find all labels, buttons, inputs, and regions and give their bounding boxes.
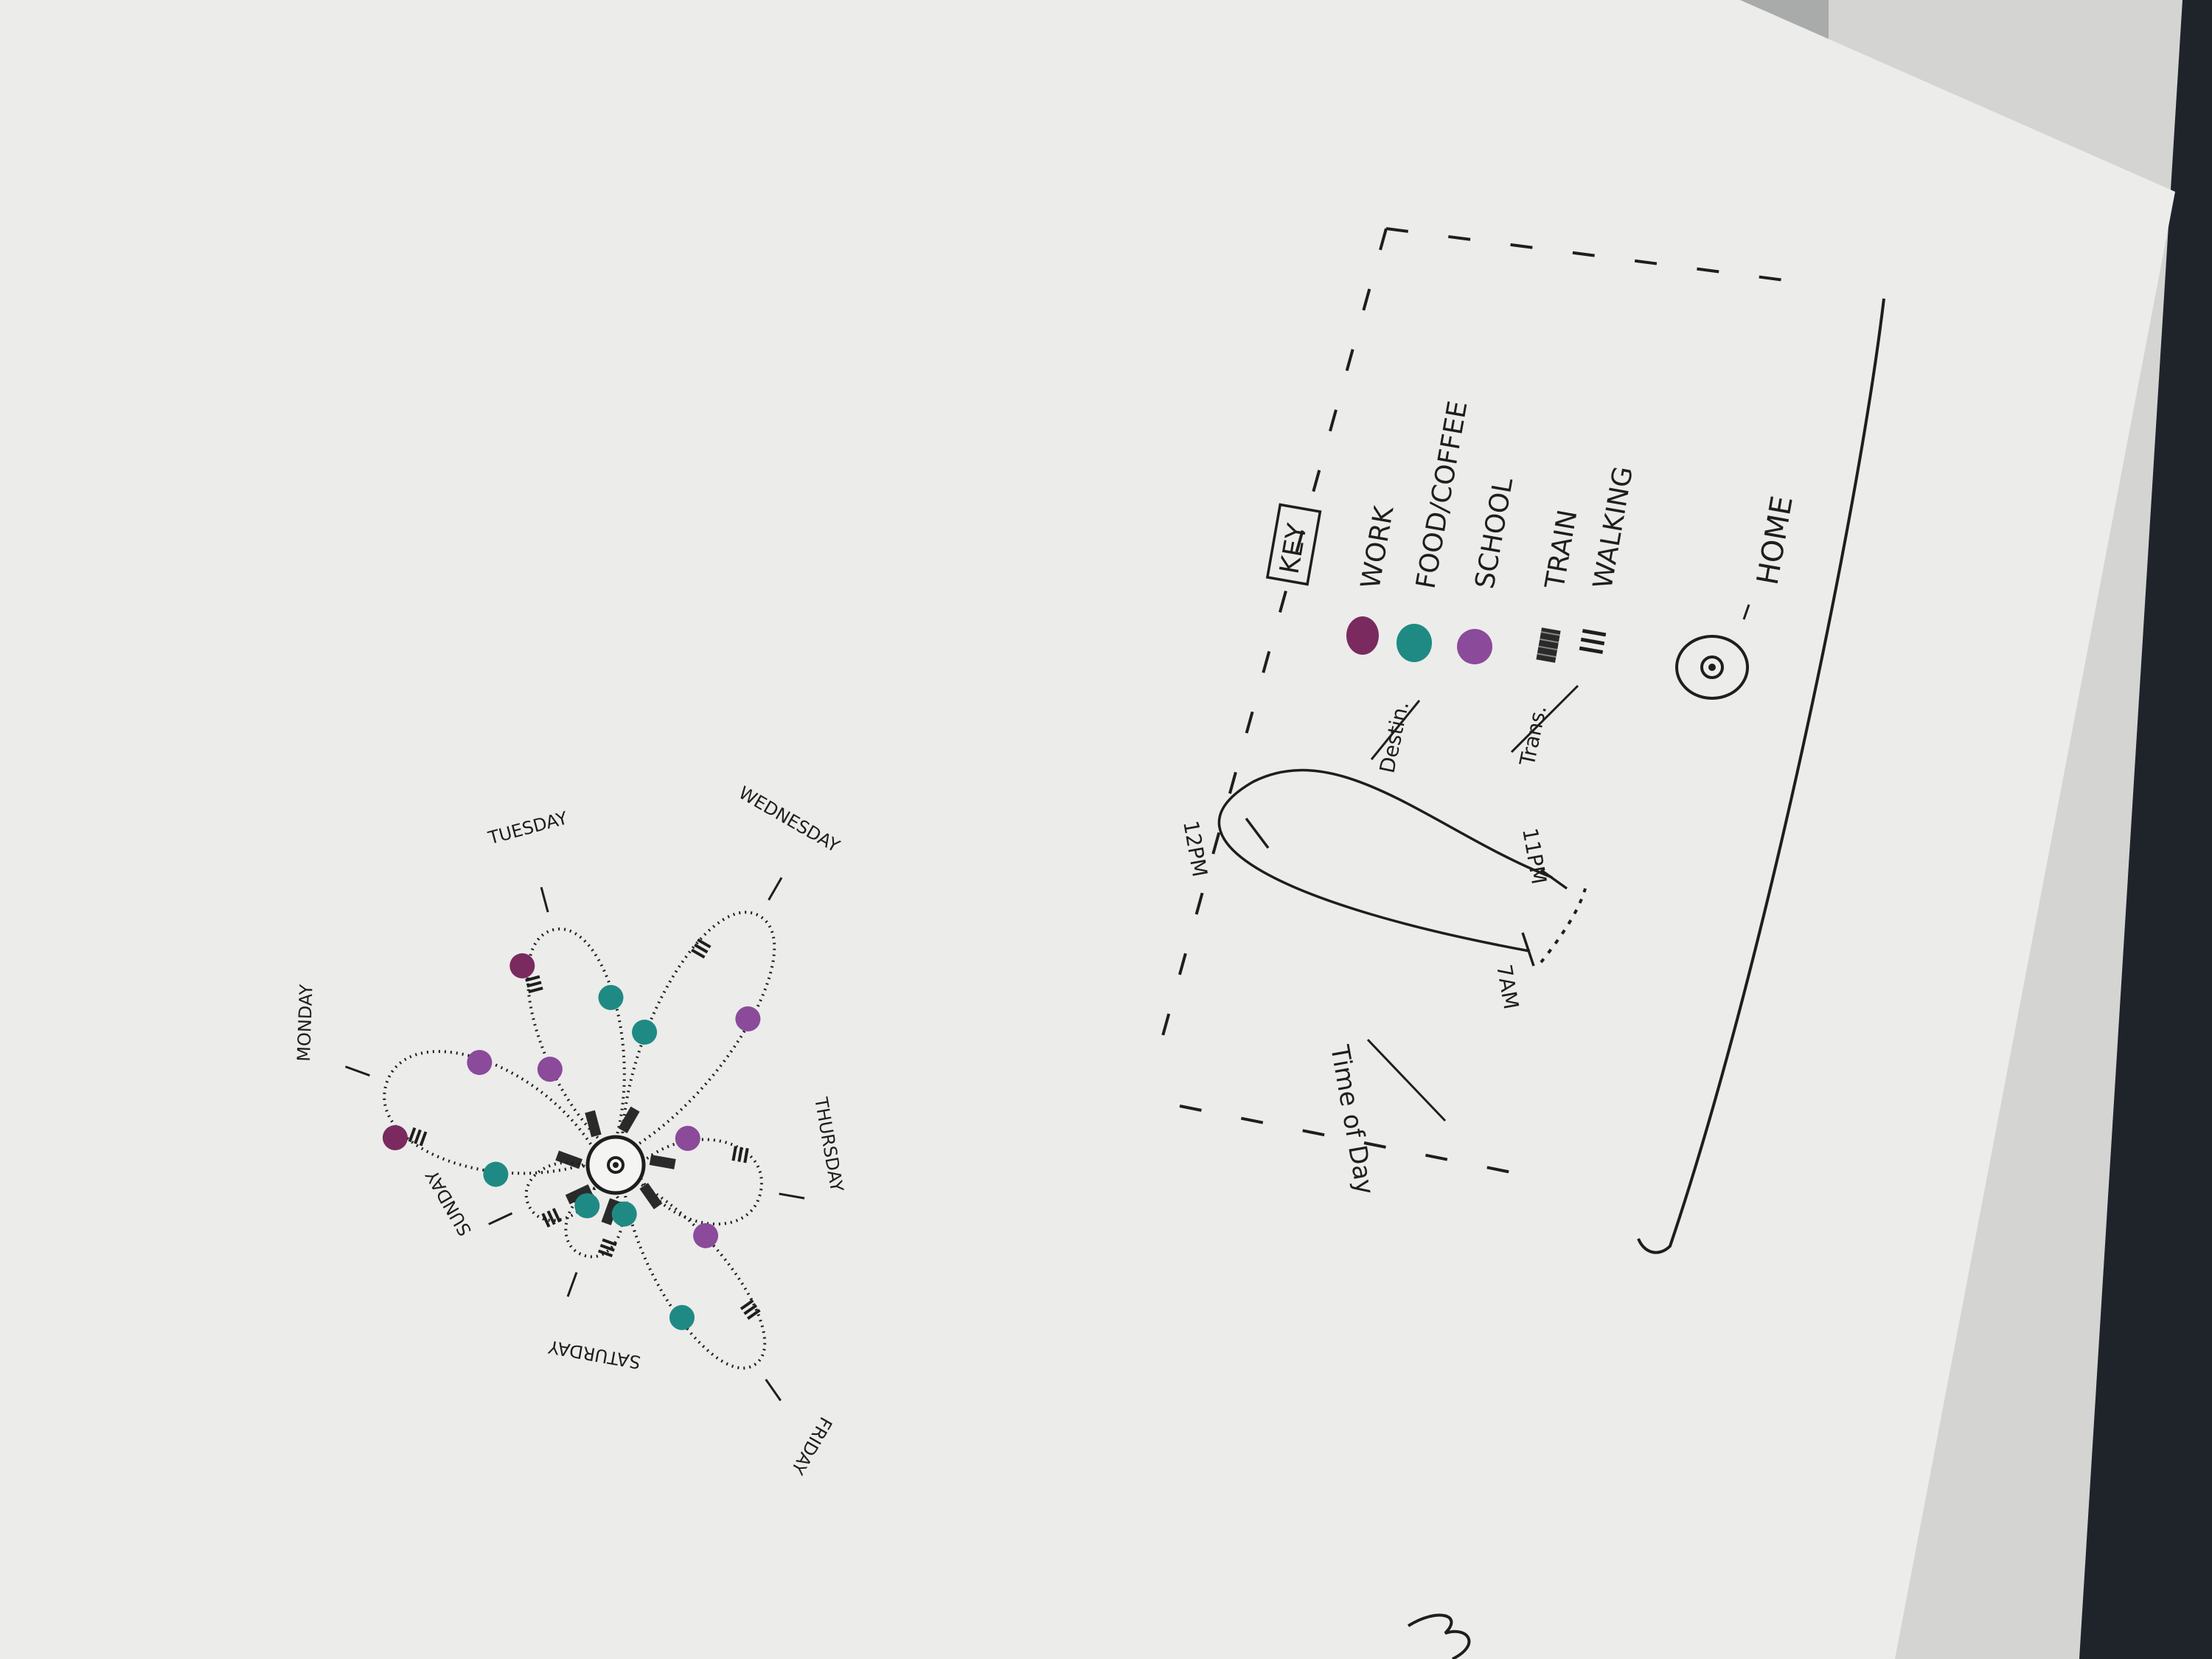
petal-train-friday [639, 1183, 663, 1210]
petal-train-tuesday [585, 1110, 602, 1138]
home-circle-icon [1675, 635, 1749, 700]
tick-11pm [1540, 869, 1568, 890]
petal-walk-tick-thursday [737, 1147, 743, 1162]
time-of-day-loop [1217, 768, 1553, 953]
petal-tuesday [509, 927, 626, 1144]
petal-walk-tick-saturday [597, 1249, 613, 1258]
train-bar-icon [1536, 627, 1561, 663]
petal-walk-tick-tuesday [528, 987, 543, 994]
page-number-mark [1407, 1613, 1471, 1659]
petal-dot-wednesday-food-coffee [632, 1019, 658, 1045]
home-dash [1742, 604, 1750, 620]
petal-path-monday [383, 1050, 596, 1175]
home-hub-icon [585, 1135, 646, 1195]
petal-dot-monday-school [467, 1049, 493, 1075]
petal-wednesday [618, 911, 776, 1148]
petal-train-saturday [601, 1198, 620, 1225]
work-color-swatch [1346, 616, 1379, 655]
petal-train-sunday [565, 1184, 593, 1205]
petal-walk-tick-monday [419, 1131, 428, 1147]
tick-12pm [1245, 817, 1270, 849]
petal-walk-tick-monday [414, 1129, 422, 1144]
petal-dot-saturday-food-coffee [611, 1201, 637, 1227]
petal-walk-tick-wednesday [694, 943, 709, 954]
petal-dot-friday-food-coffee [669, 1304, 695, 1330]
leader-line-sunday [488, 1212, 513, 1225]
petal-walk-tick-sunday [546, 1210, 556, 1225]
petal-walk-tick-sunday [541, 1212, 551, 1228]
petal-walk-tick-thursday [743, 1147, 749, 1164]
petal-walk-tick-sunday [552, 1208, 561, 1223]
petal-walk-tick-wednesday [691, 948, 706, 959]
petal-dot-sunday-food-coffee [574, 1193, 600, 1219]
destination-underline [1370, 700, 1421, 760]
leader-line-thursday [779, 1192, 805, 1200]
petal-friday [622, 1180, 767, 1370]
petal-dot-wednesday-school [735, 1006, 761, 1032]
petal-thursday [638, 1125, 763, 1225]
tick-7am [1521, 932, 1535, 967]
petal-path-thursday [638, 1138, 763, 1225]
petal-dot-thursday-school [675, 1125, 700, 1151]
petal-dot-tuesday-work [509, 953, 535, 978]
petal-walk-tick-wednesday [697, 938, 712, 949]
key-solid-bracket [1637, 298, 1885, 1254]
petal-walk-tick-tuesday [526, 981, 542, 988]
petal-walk-tick-monday [408, 1127, 417, 1143]
petal-sunday [524, 1161, 600, 1228]
leader-line-tuesday [540, 886, 549, 913]
petal-path-friday [622, 1180, 767, 1370]
petal-dot-friday-school [693, 1222, 719, 1248]
petal-dot-monday-food-coffee [483, 1161, 509, 1187]
petal-walk-tick-friday [740, 1299, 754, 1310]
day-label-monday: MONDAY [293, 984, 317, 1062]
petal-dot-tuesday-food-coffee [598, 984, 624, 1010]
walking-ticks-icon [1579, 628, 1607, 655]
leader-line-saturday [566, 1272, 578, 1298]
key-dashed-frame [1156, 227, 1785, 1181]
petal-walk-tick-saturday [602, 1238, 617, 1247]
weekly-flower-diagram [345, 877, 805, 1402]
petal-walk-tick-thursday [731, 1146, 737, 1161]
petal-monday [382, 1049, 596, 1187]
petal-train-thursday [649, 1155, 676, 1169]
transport-underline [1510, 684, 1579, 754]
leader-line-monday [345, 1065, 370, 1077]
petal-train-monday [555, 1150, 582, 1169]
leader-line-wednesday [768, 877, 783, 901]
school-color-swatch [1457, 629, 1492, 664]
petal-walk-tick-saturday [599, 1244, 615, 1252]
petal-walk-tick-tuesday [525, 975, 540, 982]
petal-walk-tick-friday [743, 1304, 758, 1315]
leader-line-friday [765, 1378, 782, 1402]
time-of-day-underline [1366, 1038, 1447, 1122]
petal-dot-tuesday-school [537, 1057, 563, 1082]
food-coffee-color-swatch [1397, 624, 1432, 662]
key-title-border [1265, 503, 1322, 586]
petal-walk-tick-friday [746, 1309, 761, 1320]
petal-dot-monday-work [382, 1124, 408, 1150]
petal-train-wednesday [618, 1106, 640, 1134]
